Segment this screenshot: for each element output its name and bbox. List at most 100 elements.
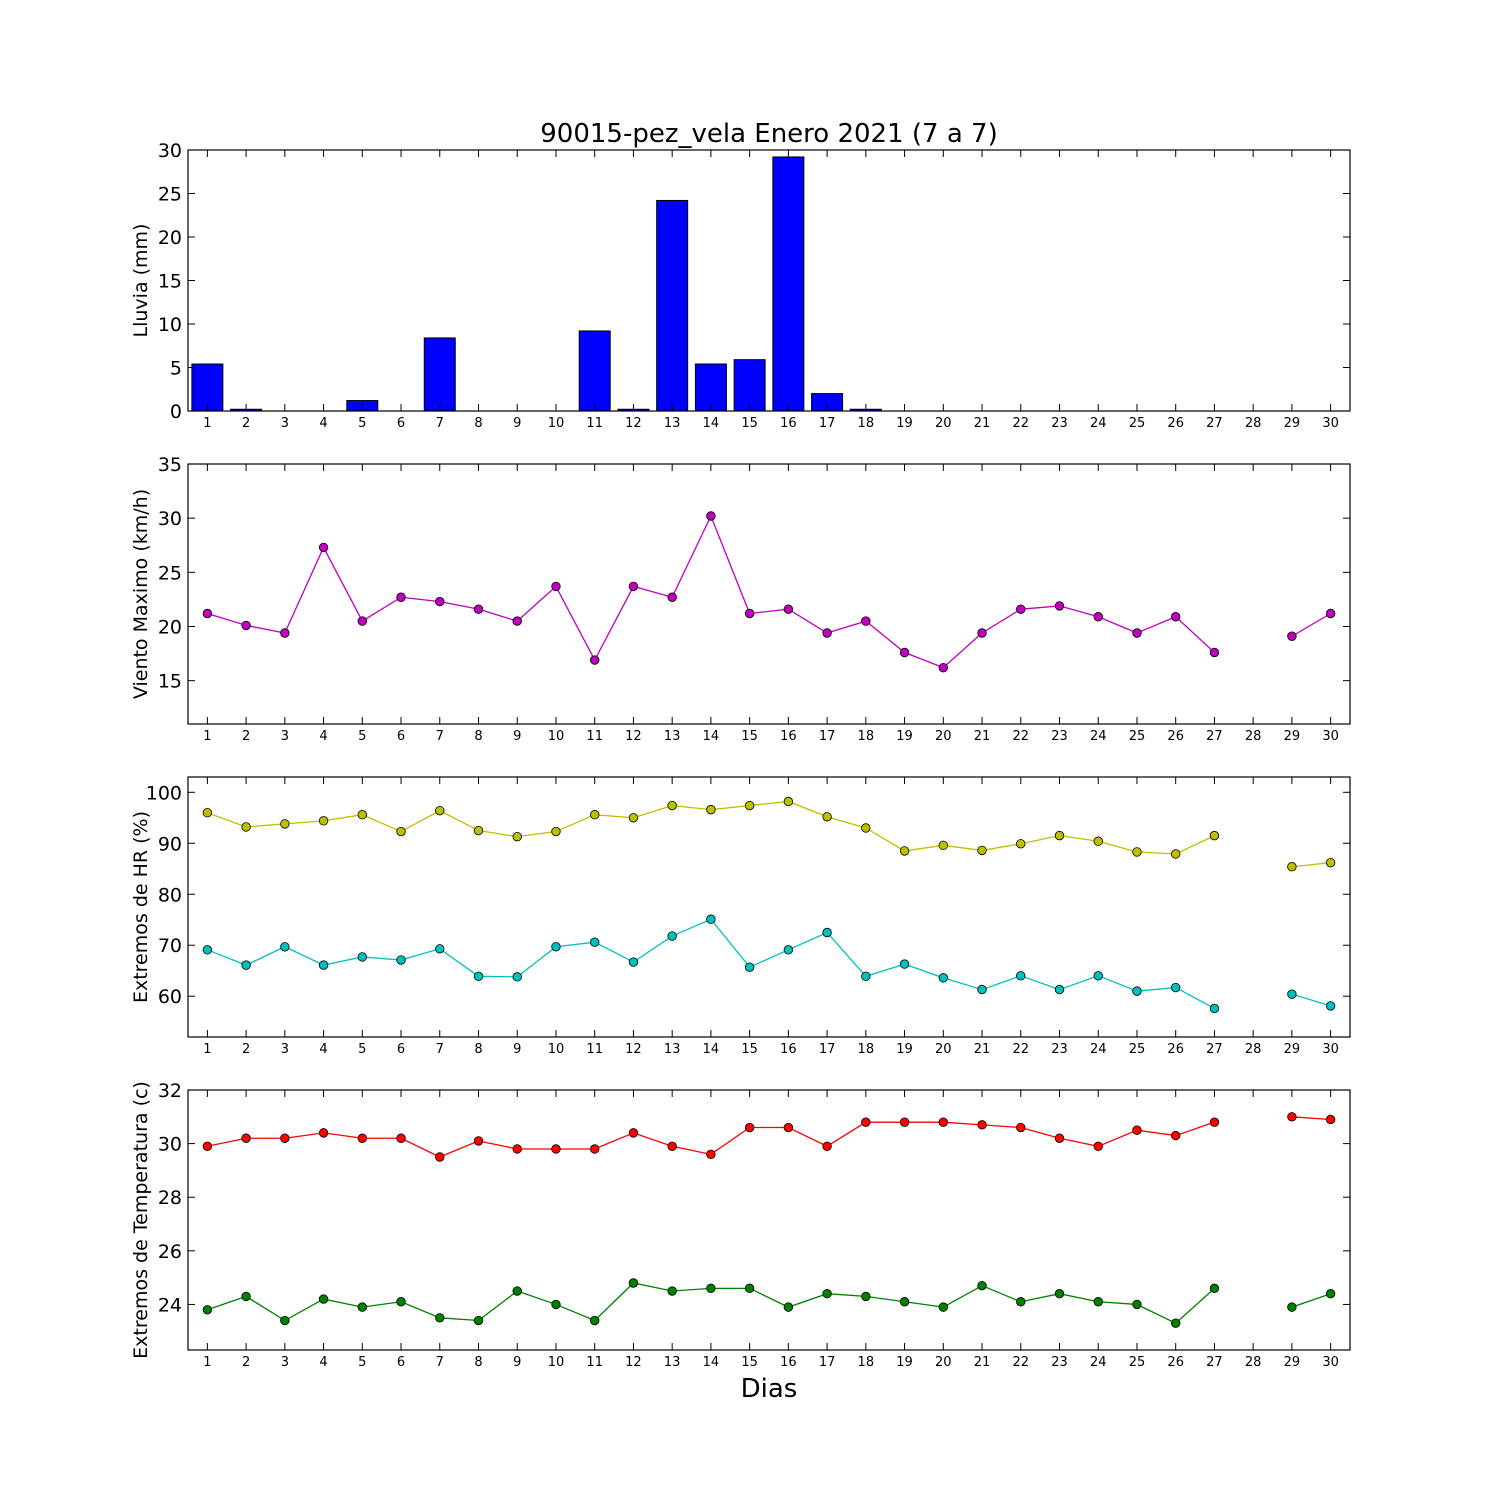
data-point-day-1 (202, 807, 213, 818)
data-point-day-8 (473, 1315, 484, 1326)
data-point-day-6 (396, 826, 406, 837)
data-point-day-4 (318, 1128, 329, 1138)
y-tick-label: 28 (158, 1187, 182, 1209)
data-point-day-27 (1209, 1003, 1220, 1014)
x-tick-label: 10 (548, 416, 565, 431)
data-point-day-2 (241, 960, 251, 970)
x-tick-label: 19 (896, 1042, 913, 1057)
x-tick-label: 13 (664, 1355, 681, 1370)
x-tick-label: 22 (1012, 416, 1029, 431)
x-tick-label: 15 (741, 416, 758, 431)
data-point-day-10 (551, 1299, 561, 1310)
data-point-day-20 (938, 973, 949, 983)
x-axis-label: Dias (741, 1374, 798, 1404)
x-tick-label: 12 (625, 1355, 642, 1370)
x-tick-label: 19 (896, 729, 913, 744)
data-point-day-27 (1209, 647, 1220, 658)
data-point-day-1 (202, 608, 213, 619)
x-tick-label: 16 (780, 1355, 797, 1370)
data-point-day-15 (744, 1122, 755, 1133)
x-tick-label: 13 (664, 1042, 681, 1057)
x-tick-label: 14 (703, 1355, 720, 1370)
data-point-day-24 (1093, 971, 1103, 981)
data-point-day-29 (1287, 862, 1297, 872)
data-point-day-11 (590, 937, 600, 947)
data-point-day-9 (512, 616, 522, 626)
data-point-day-26 (1170, 1318, 1181, 1328)
data-point-day-16 (783, 604, 794, 614)
data-point-day-6 (396, 1297, 406, 1307)
x-tick-label: 3 (281, 416, 289, 431)
x-tick-label: 16 (780, 1042, 797, 1057)
x-tick-label: 18 (858, 416, 875, 431)
data-point-day-25 (1132, 1125, 1142, 1135)
data-point-day-19 (899, 959, 910, 969)
x-tick-label: 5 (358, 416, 366, 431)
series-line-1 (1291, 862, 1331, 868)
data-point-day-24 (1093, 836, 1103, 846)
x-tick-label: 19 (896, 416, 913, 431)
x-tick-label: 20 (935, 416, 952, 431)
x-tick-label: 12 (625, 416, 642, 431)
x-tick-label: 24 (1090, 729, 1107, 744)
data-point-day-24 (1093, 1297, 1103, 1307)
data-point-day-22 (1016, 1122, 1026, 1133)
bar-day-1 (191, 363, 224, 412)
data-point-day-16 (783, 945, 794, 955)
x-tick-label: 6 (397, 729, 405, 744)
x-tick-label: 6 (397, 1355, 405, 1370)
x-tick-label: 28 (1245, 729, 1262, 744)
x-tick-label: 10 (548, 1355, 565, 1370)
data-point-day-13 (667, 592, 677, 602)
data-point-day-27 (1209, 830, 1220, 841)
x-tick-label: 2 (242, 416, 250, 431)
x-tick-label: 18 (858, 1042, 875, 1057)
data-point-day-12 (628, 1128, 639, 1138)
x-tick-label: 20 (935, 729, 952, 744)
y-tick-label: 32 (158, 1080, 182, 1102)
data-point-day-30 (1325, 1289, 1336, 1299)
data-point-day-9 (512, 831, 522, 842)
data-point-day-27 (1209, 1283, 1220, 1294)
data-point-day-22 (1016, 604, 1026, 614)
data-point-day-2 (241, 1133, 251, 1143)
data-point-day-24 (1093, 612, 1103, 622)
y-tick-label: 10 (158, 314, 182, 336)
data-point-day-18 (861, 616, 871, 626)
series-line-1 (1291, 1116, 1331, 1121)
data-point-day-14 (706, 1149, 716, 1160)
x-tick-label: 12 (625, 729, 642, 744)
data-point-day-8 (473, 604, 484, 614)
x-tick-label: 23 (1051, 1042, 1068, 1057)
x-tick-label: 4 (319, 729, 327, 744)
data-point-day-23 (1054, 601, 1065, 611)
x-tick-label: 1 (203, 729, 211, 744)
y-axis-label: Viento Maximo (km/h) (130, 489, 152, 699)
x-tick-label: 30 (1322, 416, 1339, 431)
x-tick-label: 25 (1129, 416, 1146, 431)
x-tick-label: 6 (397, 1042, 405, 1057)
data-point-day-14 (706, 1283, 716, 1294)
x-tick-label: 26 (1167, 416, 1184, 431)
x-tick-label: 11 (586, 1355, 603, 1370)
data-point-day-23 (1054, 830, 1065, 841)
data-point-day-23 (1054, 984, 1065, 995)
y-tick-label: 26 (158, 1241, 182, 1263)
data-point-day-24 (1093, 1141, 1103, 1151)
data-point-day-22 (1016, 971, 1026, 981)
x-tick-label: 16 (780, 729, 797, 744)
data-point-day-26 (1170, 849, 1181, 859)
x-tick-label: 17 (819, 416, 836, 431)
data-point-day-16 (783, 796, 794, 807)
data-point-day-26 (1170, 982, 1181, 993)
data-point-day-8 (473, 1136, 484, 1146)
y-tick-label: 30 (158, 1134, 182, 1156)
data-point-day-18 (861, 823, 871, 833)
data-point-day-1 (202, 1141, 213, 1151)
data-point-day-5 (357, 1133, 368, 1143)
x-tick-label: 15 (741, 729, 758, 744)
data-point-day-12 (628, 1278, 639, 1288)
x-tick-label: 22 (1012, 1042, 1029, 1057)
chart-title: 90015-pez_vela Enero 2021 (7 a 7) (540, 119, 998, 149)
